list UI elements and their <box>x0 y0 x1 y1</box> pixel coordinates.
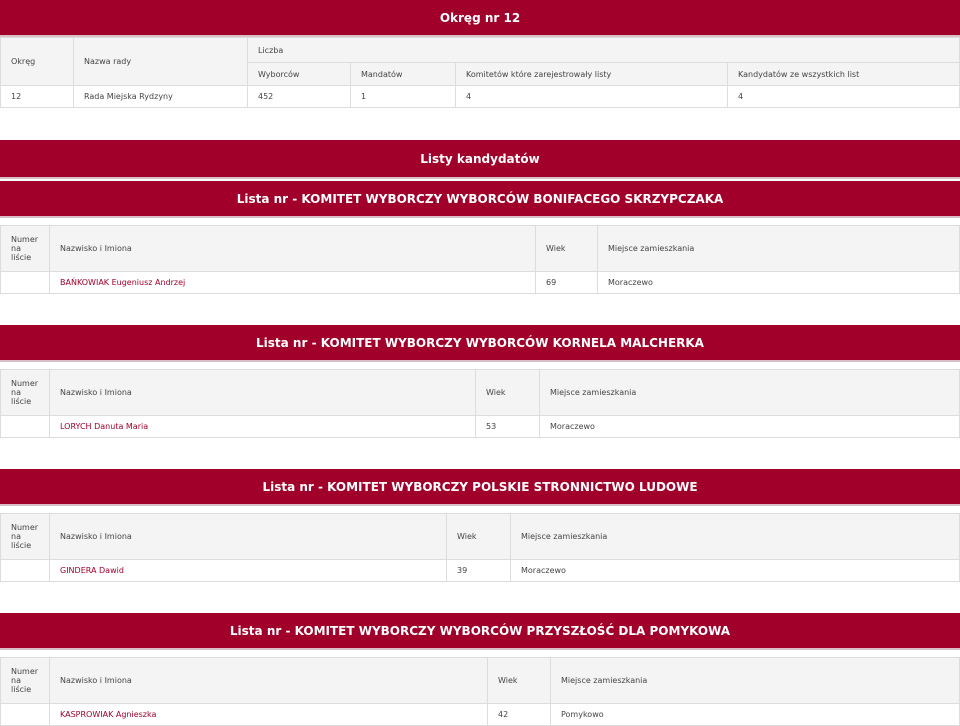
header-nazwa: Nazwa rady <box>73 37 248 86</box>
cell-place: Moraczewo <box>539 415 960 438</box>
table-row: BAŃKOWIAK Eugeniusz Andrzej 69 Moraczewo <box>0 271 960 294</box>
header-wyborcow: Wyborców <box>247 62 351 86</box>
cell-numer <box>0 559 50 582</box>
header-kandydatow: Kandydatów ze wszystkich list <box>727 62 960 86</box>
table-row: 12 Rada Miejska Rydzyny 452 1 4 4 <box>0 85 960 108</box>
header-miejsce: Miejsce zamieszkania <box>550 657 960 704</box>
candidate-table: Numer na liście Nazwisko i Imiona Wiek M… <box>0 369 960 438</box>
header-mandatow: Mandatów <box>350 62 456 86</box>
header-nazwisko: Nazwisko i Imiona <box>49 657 488 704</box>
candidate-list-section: Lista nr - KOMITET WYBORCZY WYBORCÓW PRZ… <box>0 613 960 726</box>
header-nazwisko: Nazwisko i Imiona <box>49 369 476 416</box>
cell-place: Moraczewo <box>597 271 960 294</box>
candidate-table: Numer na liście Nazwisko i Imiona Wiek M… <box>0 513 960 582</box>
district-section: Okręg nr 12 Okręg Nazwa rady Liczba Wybo… <box>0 0 960 108</box>
header-miejsce: Miejsce zamieszkania <box>510 513 960 560</box>
header-wiek: Wiek <box>487 657 551 704</box>
list-title: Lista nr - KOMITET WYBORCZY WYBORCÓW PRZ… <box>0 613 960 650</box>
candidate-name-link[interactable]: LORYCH Danuta Maria <box>49 415 476 438</box>
cell-place: Pomykowo <box>550 703 960 726</box>
list-title: Lista nr - KOMITET WYBORCZY WYBORCÓW BON… <box>0 181 960 218</box>
candidate-table: Numer na liście Nazwisko i Imiona Wiek M… <box>0 225 960 294</box>
header-wiek: Wiek <box>535 225 598 272</box>
candidate-name-link[interactable]: GINDERA Dawid <box>49 559 447 582</box>
header-numer: Numer na liście <box>0 513 50 560</box>
candidate-name-link[interactable]: KASPROWIAK Agnieszka <box>49 703 488 726</box>
header-miejsce: Miejsce zamieszkania <box>597 225 960 272</box>
header-numer: Numer na liście <box>0 369 50 416</box>
cell-age: 53 <box>475 415 540 438</box>
lists-title: Listy kandydatów <box>0 140 960 179</box>
district-title: Okręg nr 12 <box>0 0 960 37</box>
header-okreg: Okręg <box>0 37 74 86</box>
header-komitetow: Komitetów które zarejestrowały listy <box>455 62 728 86</box>
list-title: Lista nr - KOMITET WYBORCZY POLSKIE STRO… <box>0 469 960 506</box>
cell-numer <box>0 271 50 294</box>
header-nazwisko: Nazwisko i Imiona <box>49 225 536 272</box>
header-numer: Numer na liście <box>0 225 50 272</box>
candidate-list-section: Lista nr - KOMITET WYBORCZY WYBORCÓW KOR… <box>0 325 960 438</box>
cell-mandatow: 1 <box>350 85 456 108</box>
district-table: Okręg Nazwa rady Liczba Wyborców Mandató… <box>0 37 960 108</box>
cell-age: 69 <box>535 271 598 294</box>
candidate-name-link[interactable]: BAŃKOWIAK Eugeniusz Andrzej <box>49 271 536 294</box>
header-miejsce: Miejsce zamieszkania <box>539 369 960 416</box>
cell-wyborcow: 452 <box>247 85 351 108</box>
cell-komitetow: 4 <box>455 85 728 108</box>
candidate-list-section: Lista nr - KOMITET WYBORCZY WYBORCÓW BON… <box>0 181 960 294</box>
table-row: KASPROWIAK Agnieszka 42 Pomykowo <box>0 703 960 726</box>
header-nazwisko: Nazwisko i Imiona <box>49 513 447 560</box>
header-numer: Numer na liście <box>0 657 50 704</box>
list-title: Lista nr - KOMITET WYBORCZY WYBORCÓW KOR… <box>0 325 960 362</box>
header-wiek: Wiek <box>446 513 511 560</box>
candidate-table: Numer na liście Nazwisko i Imiona Wiek M… <box>0 657 960 726</box>
table-row: LORYCH Danuta Maria 53 Moraczewo <box>0 415 960 438</box>
header-wiek: Wiek <box>475 369 540 416</box>
cell-age: 39 <box>446 559 511 582</box>
cell-numer <box>0 415 50 438</box>
cell-nazwa: Rada Miejska Rydzyny <box>73 85 248 108</box>
cell-age: 42 <box>487 703 551 726</box>
cell-kandydatow: 4 <box>727 85 960 108</box>
cell-place: Moraczewo <box>510 559 960 582</box>
candidate-list-section: Lista nr - KOMITET WYBORCZY POLSKIE STRO… <box>0 469 960 582</box>
cell-numer <box>0 703 50 726</box>
cell-okreg: 12 <box>0 85 74 108</box>
header-liczba: Liczba <box>247 37 960 63</box>
table-row: GINDERA Dawid 39 Moraczewo <box>0 559 960 582</box>
